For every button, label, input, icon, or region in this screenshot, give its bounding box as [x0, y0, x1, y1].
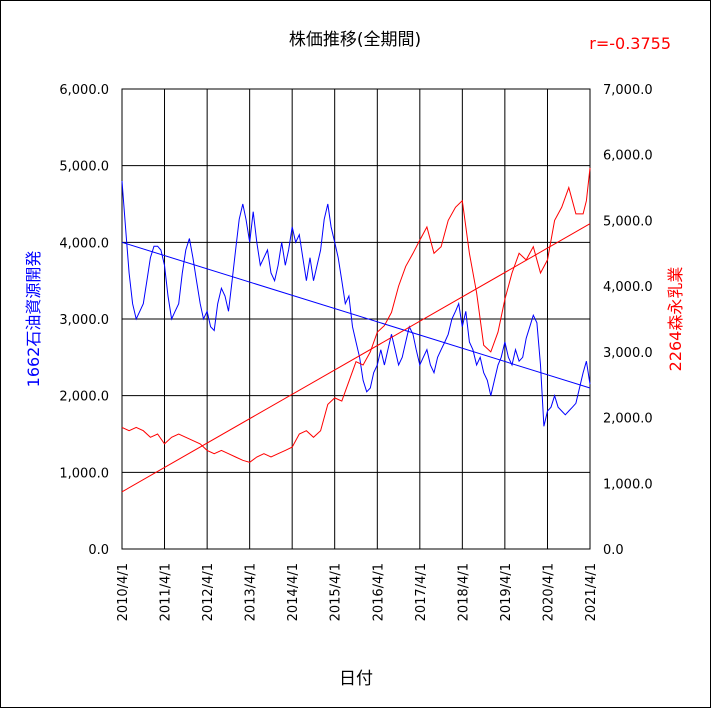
y-left-tick-label: 6,000.0 — [59, 83, 109, 98]
y-right-tick-label: 7,000.0 — [603, 83, 653, 98]
y-left-tick-label: 1,000.0 — [59, 466, 109, 481]
y-left-tick-label: 4,000.0 — [59, 236, 109, 251]
trend-line — [121, 241, 591, 389]
x-tick-label: 2015/4/1 — [329, 563, 344, 621]
x-tick-label: 2020/4/1 — [541, 563, 556, 621]
x-tick-label: 2017/4/1 — [414, 563, 429, 621]
chart-title: 株価推移(全期間) — [289, 30, 421, 50]
x-tick-label: 2010/4/1 — [116, 563, 131, 621]
x-tick-label: 2019/4/1 — [499, 563, 514, 621]
series-line — [121, 167, 591, 463]
y-left-tick-label: 3,000.0 — [59, 313, 109, 328]
y-axis-right-label: 2264森永乳業 — [666, 267, 685, 372]
x-tick-label: 2011/4/1 — [159, 563, 174, 621]
y-right-tick-label: 0.0 — [603, 543, 624, 558]
y-left-tick-label: 2,000.0 — [59, 390, 109, 405]
x-axis-label: 日付 — [339, 669, 373, 689]
x-tick-label: 2018/4/1 — [456, 563, 471, 621]
y-right-tick-label: 5,000.0 — [603, 214, 653, 229]
y-right-tick-label: 6,000.0 — [603, 149, 653, 164]
y-right-tick-label: 1,000.0 — [603, 477, 653, 492]
y-right-tick-label: 3,000.0 — [603, 346, 653, 361]
y-left-tick-label: 5,000.0 — [59, 160, 109, 175]
y-left-tick-label: 0.0 — [88, 543, 109, 558]
series-line — [121, 180, 591, 427]
x-tick-label: 2016/4/1 — [371, 563, 386, 621]
y-right-tick-label: 4,000.0 — [603, 280, 653, 295]
trend-line — [121, 223, 591, 493]
x-tick-label: 2014/4/1 — [286, 563, 301, 621]
y-right-tick-label: 2,000.0 — [603, 412, 653, 427]
x-tick-label: 2013/4/1 — [244, 563, 259, 621]
correlation-label: r=-0.3755 — [589, 34, 671, 53]
y-axis-left-label: 1662石油資源開発 — [24, 251, 43, 388]
x-tick-label: 2012/4/1 — [201, 563, 216, 621]
plot-area: 0.0 1,000.0 2,000.0 3,000.0 4,000.0 5,000.0 6,… — [59, 83, 652, 621]
x-tick-label: 2021/4/1 — [584, 563, 599, 621]
